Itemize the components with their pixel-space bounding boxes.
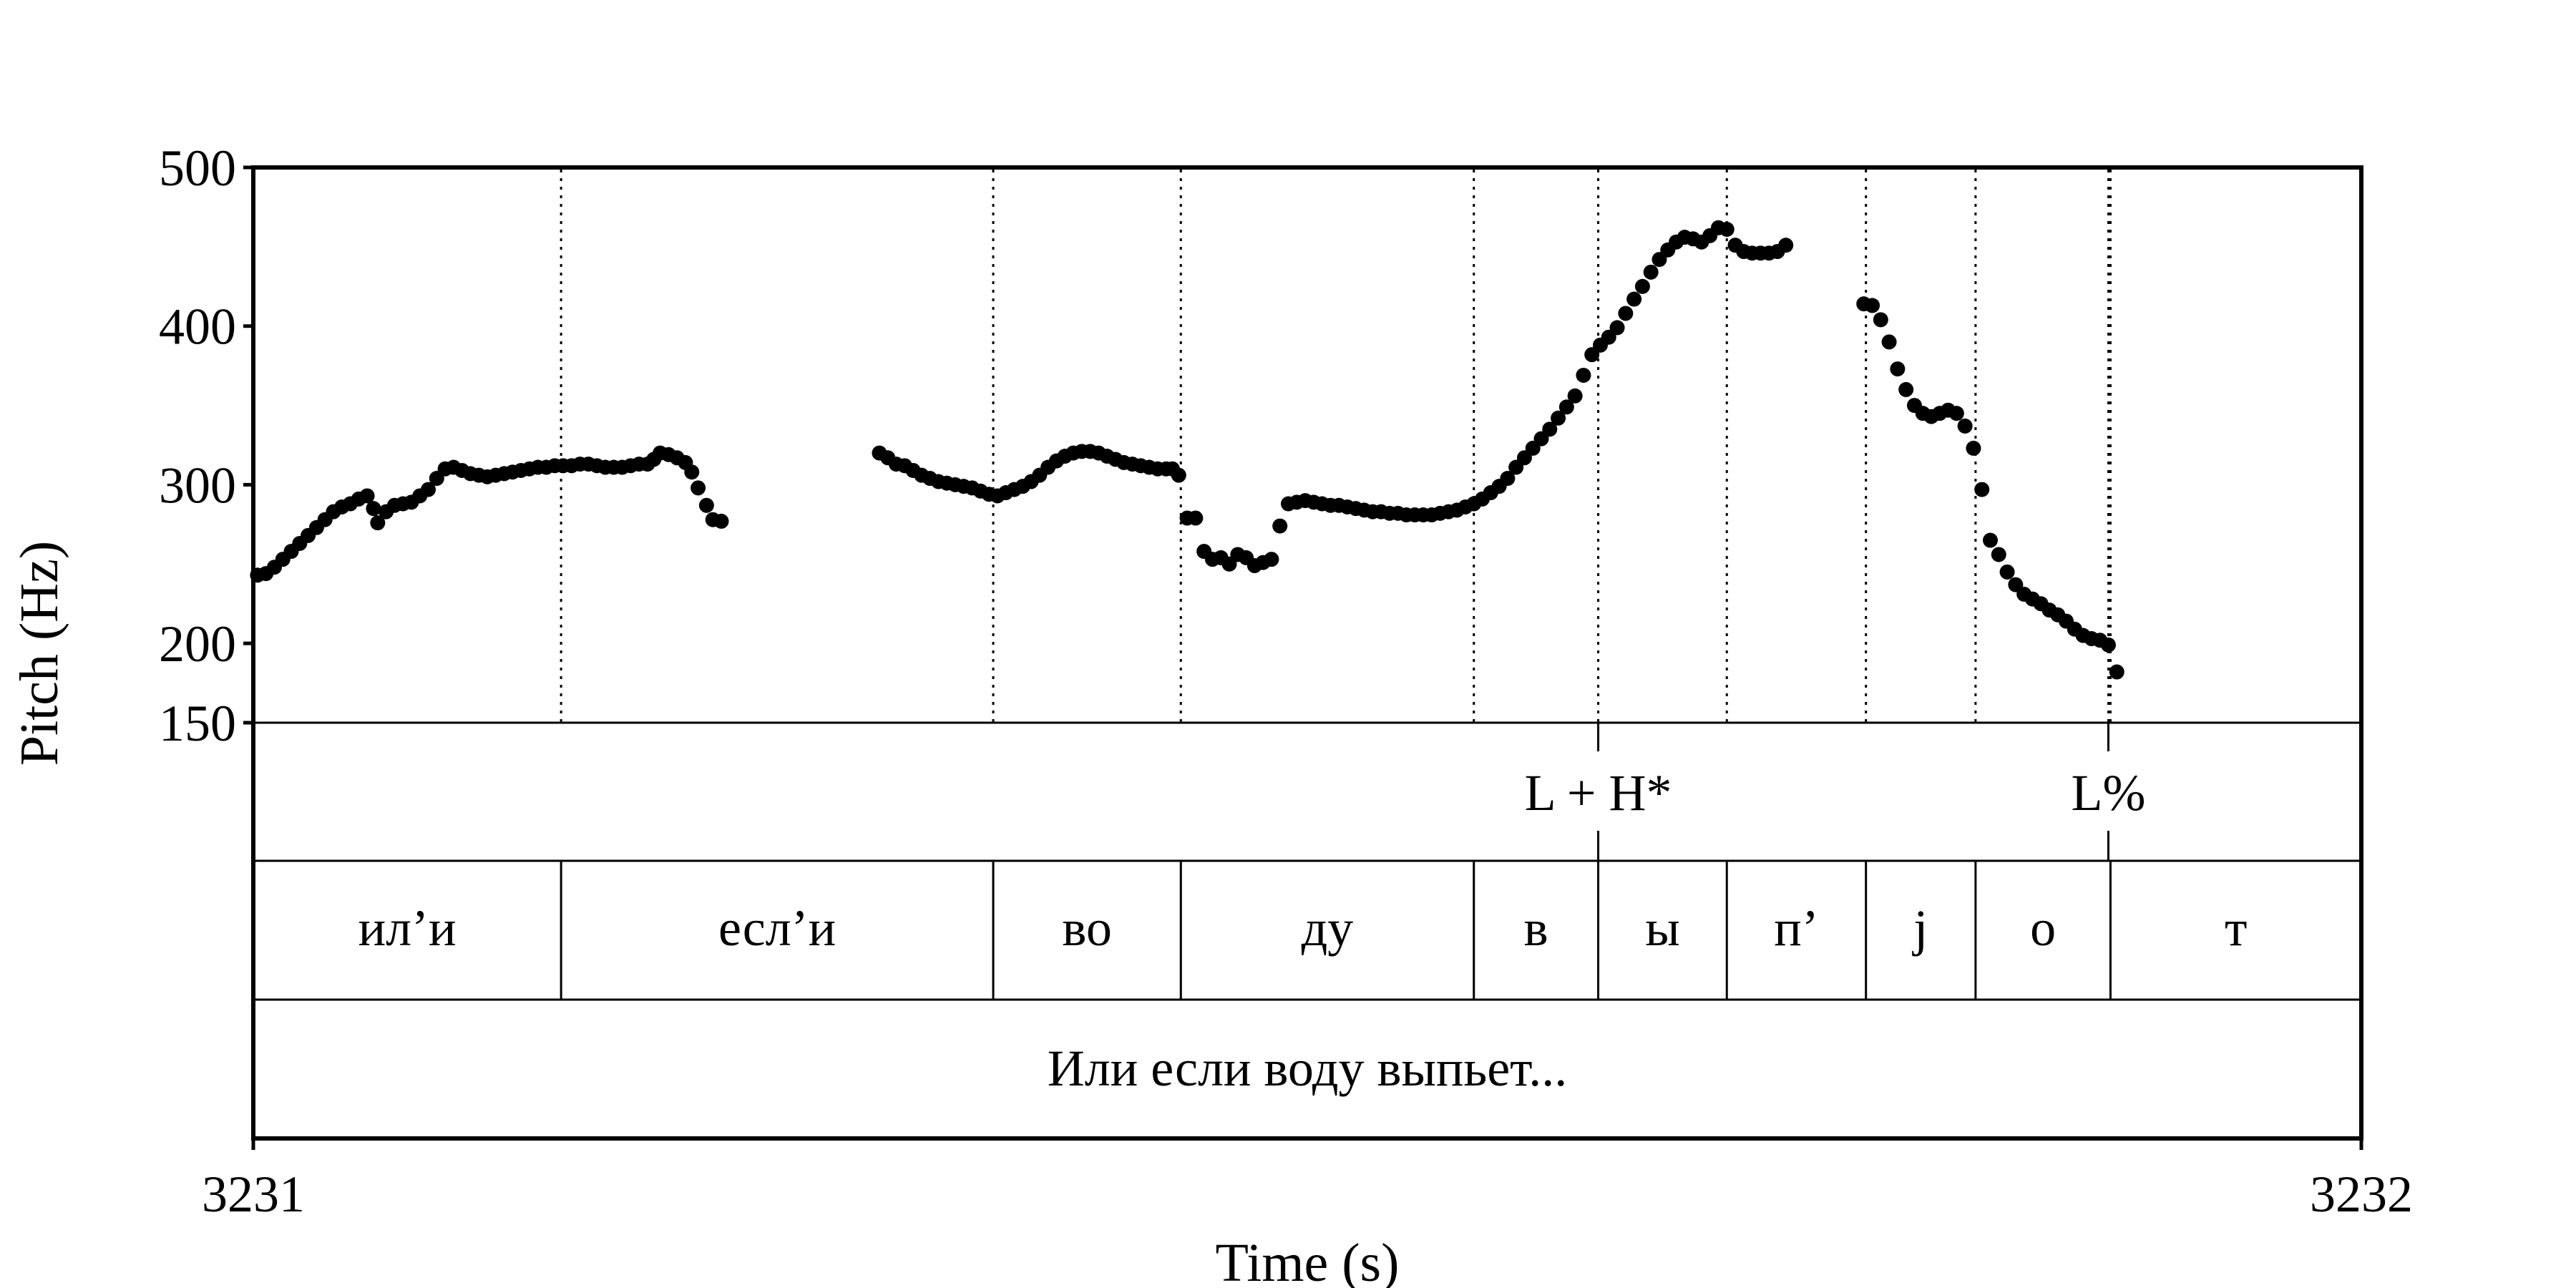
pitch-point	[366, 501, 381, 517]
pitch-point	[1576, 367, 1591, 383]
pitch-point	[698, 497, 714, 513]
pitch-point	[1865, 298, 1880, 313]
sentence-label: Или если воду выпьет...	[1048, 1040, 1567, 1097]
tone-label: L + H*	[1525, 764, 1672, 821]
pitch-point	[1881, 334, 1897, 350]
pitch-point	[1558, 399, 1574, 415]
pitch-point	[2109, 664, 2124, 680]
pitch-point	[1626, 291, 1642, 307]
pitch-point	[1898, 381, 1914, 397]
pitch-point	[1974, 482, 1990, 497]
pitch-boundary-gridlines	[560, 170, 2112, 723]
pitch-point	[370, 515, 386, 531]
pitch-point	[1567, 388, 1583, 404]
pitch-point	[1957, 418, 1973, 434]
segment-label: ы	[1645, 899, 1679, 957]
pitch-track	[250, 220, 2124, 680]
segment-label: есл’и	[718, 899, 836, 957]
pitch-point	[684, 464, 700, 480]
segment-label: ил’и	[358, 899, 457, 957]
pitch-point	[1171, 467, 1186, 483]
pitch-point	[359, 488, 375, 504]
segment-label: в	[1524, 899, 1548, 957]
tone-label: L%	[2071, 764, 2145, 821]
pitch-point	[2100, 637, 2116, 653]
pitch-point	[1551, 410, 1566, 426]
y-tick-label: 150	[159, 695, 236, 752]
pitch-point	[713, 513, 729, 529]
pitch-point	[1272, 518, 1288, 534]
y-axis-title: Pitch (Hz)	[9, 541, 69, 766]
pitch-point	[1188, 510, 1204, 526]
x-tick-label: 3231	[202, 1166, 305, 1223]
pitch-point	[1983, 532, 1999, 548]
x-axis: 3231 3232	[202, 1138, 2413, 1223]
pitch-point	[1719, 221, 1735, 237]
pitch-point	[1991, 547, 2006, 562]
y-tick-label: 400	[159, 298, 236, 356]
pitch-point	[1966, 440, 1981, 456]
pitch-point	[1618, 306, 1634, 321]
segment-label: т	[2225, 899, 2247, 957]
pitch-point	[1609, 320, 1625, 336]
figure-frame	[251, 165, 2363, 1141]
x-axis-title: Time (s)	[1216, 1233, 1400, 1288]
pitch-point	[1643, 264, 1659, 280]
segment-tier: ил’и есл’и во ду в ы п’ j о т	[358, 899, 2248, 957]
y-tick-label: 200	[159, 615, 236, 673]
segment-label: ду	[1302, 899, 1354, 957]
y-tick-label: 500	[159, 140, 236, 197]
x-tick-label: 3232	[2310, 1166, 2413, 1223]
tier-boundaries	[560, 861, 2112, 1000]
segment-label: о	[2030, 899, 2056, 957]
pitch-point	[1500, 471, 1516, 487]
pitch-point	[1264, 552, 1279, 567]
y-tick-label: 300	[159, 457, 236, 514]
pitch-point	[1948, 406, 1964, 421]
tone-tier: L + H* L%	[1525, 723, 2145, 861]
segment-label: п’	[1774, 899, 1819, 957]
segment-label: j	[1911, 899, 1928, 957]
pitch-point	[1999, 564, 2015, 580]
segment-label: во	[1062, 899, 1112, 957]
pitch-point	[1890, 361, 1906, 377]
pitch-point	[1873, 312, 1888, 328]
pitch-point	[1542, 421, 1558, 437]
pitch-point	[691, 480, 706, 496]
pitch-point	[1778, 238, 1794, 253]
pitch-point	[1634, 278, 1650, 294]
pitch-point	[421, 482, 436, 497]
y-axis: 500 400 300 200 150	[159, 140, 253, 752]
